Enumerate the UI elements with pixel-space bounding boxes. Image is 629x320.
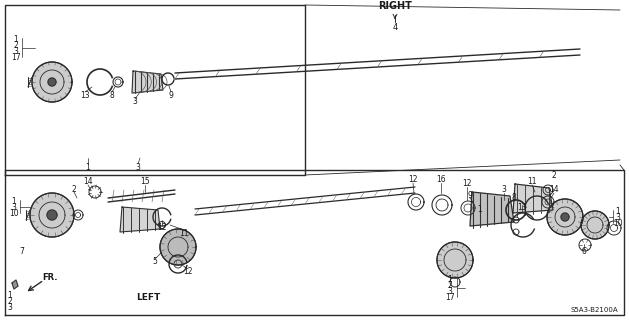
Polygon shape — [437, 242, 473, 278]
Polygon shape — [47, 210, 57, 220]
Text: 16: 16 — [436, 175, 446, 185]
Text: LEFT: LEFT — [136, 293, 160, 302]
Text: 17: 17 — [445, 293, 455, 302]
Text: 2: 2 — [14, 42, 18, 51]
Text: 1: 1 — [86, 163, 91, 172]
Text: 2: 2 — [8, 297, 13, 306]
Text: 14: 14 — [549, 186, 559, 195]
Text: FR.: FR. — [42, 274, 58, 283]
Text: 17: 17 — [11, 53, 21, 62]
Text: 1: 1 — [616, 207, 620, 217]
Text: 12: 12 — [408, 175, 418, 185]
Polygon shape — [160, 229, 196, 265]
Text: 2: 2 — [552, 171, 557, 180]
Text: 3: 3 — [616, 213, 620, 222]
Text: 1: 1 — [8, 291, 13, 300]
Text: 10: 10 — [9, 210, 19, 219]
Text: 12: 12 — [183, 268, 192, 276]
Polygon shape — [32, 62, 72, 102]
Polygon shape — [561, 213, 569, 221]
Text: 8: 8 — [511, 194, 516, 203]
Text: 7: 7 — [19, 247, 25, 257]
Text: 8: 8 — [109, 91, 114, 100]
Text: 11: 11 — [179, 228, 189, 237]
Text: 9: 9 — [467, 190, 472, 199]
Polygon shape — [132, 71, 163, 93]
Text: 4: 4 — [392, 22, 398, 31]
Text: 1: 1 — [448, 276, 452, 284]
Text: 12: 12 — [157, 223, 167, 233]
Polygon shape — [120, 207, 160, 232]
Text: 1: 1 — [14, 36, 18, 44]
Text: 11: 11 — [527, 178, 537, 187]
Text: 6: 6 — [582, 247, 586, 257]
Text: 3: 3 — [133, 98, 138, 107]
Polygon shape — [48, 78, 56, 86]
Polygon shape — [547, 199, 583, 235]
Text: 2: 2 — [448, 282, 452, 291]
Text: 3: 3 — [14, 47, 18, 57]
Text: 5: 5 — [153, 258, 157, 267]
Text: 14: 14 — [83, 178, 93, 187]
Polygon shape — [30, 193, 74, 237]
Polygon shape — [513, 184, 553, 213]
Text: S5A3-B2100A: S5A3-B2100A — [571, 307, 618, 313]
Text: 15: 15 — [140, 178, 150, 187]
Text: 3: 3 — [136, 163, 140, 172]
Text: 3: 3 — [11, 204, 16, 212]
Text: 1: 1 — [11, 197, 16, 206]
Text: 3: 3 — [448, 287, 452, 297]
Text: RIGHT: RIGHT — [378, 1, 412, 11]
Text: 2: 2 — [72, 186, 76, 195]
Text: 1: 1 — [477, 205, 482, 214]
Text: 10: 10 — [613, 220, 623, 228]
Text: 9: 9 — [169, 91, 174, 100]
Text: 13: 13 — [80, 91, 90, 100]
Polygon shape — [470, 192, 514, 226]
Text: 3: 3 — [8, 302, 13, 311]
Polygon shape — [581, 211, 609, 239]
Text: 13: 13 — [517, 204, 527, 212]
Text: 12: 12 — [462, 180, 472, 188]
Polygon shape — [12, 280, 18, 289]
Text: 3: 3 — [501, 186, 506, 195]
